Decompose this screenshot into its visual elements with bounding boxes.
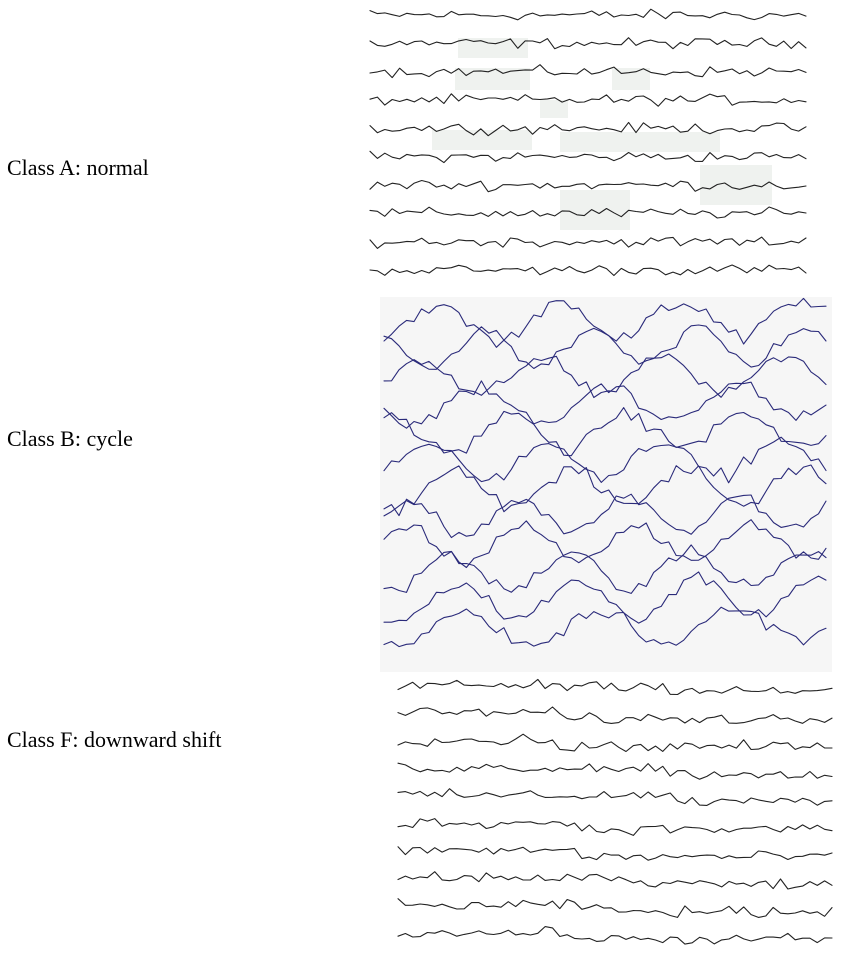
- normal-traces: [369, 8, 807, 277]
- cycle-trace-6: [383, 436, 827, 484]
- cycle-trace-10: [383, 544, 827, 594]
- normal-trace-2: [369, 37, 807, 50]
- cycle-trace-5: [383, 407, 827, 457]
- highlight-box-6: [560, 132, 720, 152]
- highlight-box-7: [700, 165, 772, 205]
- downward-shift-trace-6: [397, 818, 833, 836]
- highlight-box-3: [612, 68, 650, 90]
- downward-shift-trace-8: [397, 871, 833, 890]
- highlight-box-2: [455, 68, 530, 90]
- normal-trace-3: [369, 64, 807, 79]
- downward-shift-trace-1: [397, 678, 833, 696]
- cycle-panel-background: [380, 297, 832, 672]
- cycle-trace-3: [383, 353, 827, 399]
- downward-shift-trace-5: [397, 788, 833, 806]
- cycle-trace-12: [383, 606, 827, 648]
- normal-trace-5: [369, 121, 807, 137]
- downward-shift-trace-2: [397, 706, 833, 724]
- downward-shift-traces: [397, 678, 833, 945]
- highlight-box-8: [560, 190, 630, 230]
- cycle-trace-4: [383, 380, 827, 429]
- downward-shift-trace-7: [397, 846, 833, 861]
- highlight-box-1: [458, 38, 528, 58]
- normal-trace-7: [369, 179, 807, 193]
- normal-trace-9: [369, 236, 807, 249]
- highlight-box-5: [432, 130, 532, 150]
- downward-shift-trace-10: [397, 926, 833, 945]
- highlight-box-4: [540, 100, 568, 118]
- normal-trace-1: [369, 8, 807, 21]
- class-f-label: Class F: downward shift: [7, 727, 222, 752]
- cycle-traces: [383, 297, 827, 648]
- normal-trace-10: [369, 264, 807, 277]
- downward-shift-trace-9: [397, 898, 833, 918]
- normal-trace-6: [369, 150, 807, 164]
- normal-trace-4: [369, 93, 807, 107]
- downward-shift-trace-3: [397, 733, 833, 753]
- class-a-label: Class A: normal: [7, 155, 149, 180]
- cycle-trace-9: [383, 519, 827, 569]
- cycle-trace-11: [383, 571, 827, 624]
- highlight-boxes: [432, 38, 772, 230]
- class-b-label: Class B: cycle: [7, 426, 133, 451]
- cycle-trace-8: [383, 493, 827, 539]
- downward-shift-trace-4: [397, 762, 833, 780]
- cycle-trace-7: [383, 464, 827, 517]
- cycle-trace-2: [383, 324, 827, 370]
- normal-trace-8: [369, 206, 807, 219]
